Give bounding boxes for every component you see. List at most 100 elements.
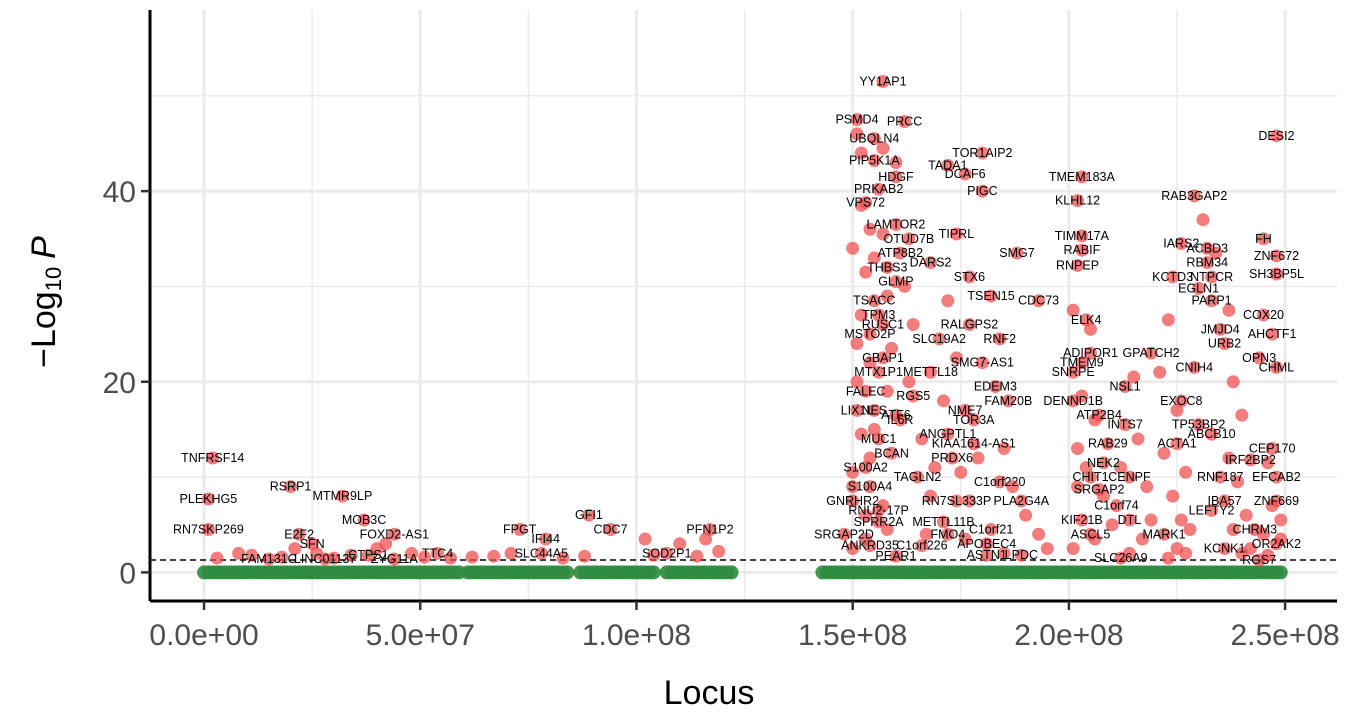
gene-label: ZYG11A <box>371 552 419 566</box>
significant-point <box>1135 532 1149 546</box>
significant-point <box>379 537 393 551</box>
significant-point <box>867 403 881 417</box>
significant-point <box>924 256 938 270</box>
significant-point <box>971 451 985 465</box>
gene-label: TADA1 <box>928 158 967 172</box>
significant-point <box>867 251 881 265</box>
gene-label: ELK4 <box>1071 313 1102 327</box>
significant-point <box>1252 351 1266 365</box>
significant-point <box>1118 418 1132 432</box>
significant-point <box>876 318 890 332</box>
significant-point <box>893 246 907 260</box>
gene-label: SRGAP2D <box>814 527 874 541</box>
gene-label: UBQLN4 <box>849 132 899 146</box>
significant-point <box>846 241 860 255</box>
gene-label: SMG7-AS1 <box>951 356 1014 370</box>
gene-label: TIPRL <box>939 227 974 241</box>
significant-point <box>867 154 881 168</box>
x-tick-label: 5.0e+07 <box>366 619 475 652</box>
significant-point <box>1010 246 1024 260</box>
gene-label: FAM20B <box>984 394 1032 408</box>
gene-label: PLA2G4A <box>994 494 1050 508</box>
significant-point <box>1088 413 1102 427</box>
significant-point <box>1071 480 1085 494</box>
significant-point <box>431 546 445 560</box>
significant-point <box>1218 494 1232 508</box>
gene-label: SPRR2A <box>854 515 905 529</box>
significant-point <box>210 551 224 565</box>
gene-label: RAB29 <box>1088 437 1128 451</box>
significant-point <box>867 422 881 436</box>
significant-point <box>846 542 860 556</box>
significant-point <box>898 115 912 129</box>
gene-label: INTS7 <box>1107 418 1142 432</box>
significant-point <box>1265 499 1279 513</box>
significant-point <box>660 546 674 560</box>
gene-label: RALGPS2 <box>941 318 999 332</box>
significant-point <box>958 403 972 417</box>
significant-point <box>962 270 976 284</box>
gene-label: KCTD3 <box>1152 270 1193 284</box>
significant-point <box>1179 546 1193 560</box>
gene-label: RAB3GAP2 <box>1161 189 1227 203</box>
significant-point <box>1122 470 1136 484</box>
significant-point <box>1269 249 1283 263</box>
gene-label: LEFTY2 <box>1189 503 1235 517</box>
significant-point <box>1079 461 1093 475</box>
gene-label: C1orf21 <box>969 523 1014 537</box>
significant-point <box>837 527 851 541</box>
significant-point <box>1183 523 1197 537</box>
significant-point <box>578 549 592 563</box>
significant-point <box>962 318 976 332</box>
significant-point <box>915 539 929 553</box>
gene-label: GNRHR2 <box>826 494 879 508</box>
significant-point <box>1226 523 1240 537</box>
significant-point <box>928 461 942 475</box>
gene-label: CNIH4 <box>1176 360 1214 374</box>
gene-label: SLC44A5 <box>515 546 569 560</box>
significant-point <box>1269 360 1283 374</box>
significant-point <box>906 389 920 403</box>
gene-label: PEAR1 <box>875 549 916 563</box>
significant-point <box>863 451 877 465</box>
gene-label: METTL11B <box>912 515 974 529</box>
significant-point <box>850 375 864 389</box>
x-tick-label: 0.0e+00 <box>149 619 258 652</box>
tick-labels: 0.0e+00 5.0e+07 1.0e+08 1.5e+08 2.0e+08 2.5e+… <box>103 176 1340 652</box>
significant-point <box>344 548 358 562</box>
gene-label: FMO4 <box>930 527 965 541</box>
gene-label: SFN <box>300 537 325 551</box>
significant-point <box>699 532 713 546</box>
significant-point <box>941 158 955 172</box>
significant-point <box>997 441 1011 455</box>
significant-point <box>1213 470 1227 484</box>
significant-point <box>984 523 998 537</box>
gene-label: RGS7 <box>1242 553 1276 567</box>
significant-point <box>1131 432 1145 446</box>
gene-label: CDC7 <box>594 523 628 537</box>
gene-label: NES <box>861 403 887 417</box>
gene-label: SOD2P1 <box>642 546 691 560</box>
gene-label: CEP170 <box>1249 441 1296 455</box>
gene-label: MTMR9LP <box>313 489 373 503</box>
significant-point <box>1075 513 1089 527</box>
gene-label: RUSC1 <box>862 318 904 332</box>
gene-label: GLMP <box>878 275 913 289</box>
significant-point <box>1071 194 1085 208</box>
significant-point <box>1269 470 1283 484</box>
x-tick-label: 1.0e+08 <box>582 619 691 652</box>
significant-point <box>898 279 912 293</box>
significant-point <box>993 475 1007 489</box>
gene-label: METTL18 <box>903 365 958 379</box>
grid-lines <box>150 10 1337 601</box>
gene-label: RABIF <box>1063 243 1100 257</box>
gene-label: GFI1 <box>575 508 603 522</box>
significant-point <box>1261 456 1275 470</box>
significant-point <box>444 551 458 565</box>
significant-point <box>1244 542 1258 556</box>
significant-point <box>504 546 518 560</box>
significant-point <box>673 537 687 551</box>
significant-point <box>863 327 877 341</box>
significant-point <box>539 532 553 546</box>
significant-point <box>850 337 864 351</box>
